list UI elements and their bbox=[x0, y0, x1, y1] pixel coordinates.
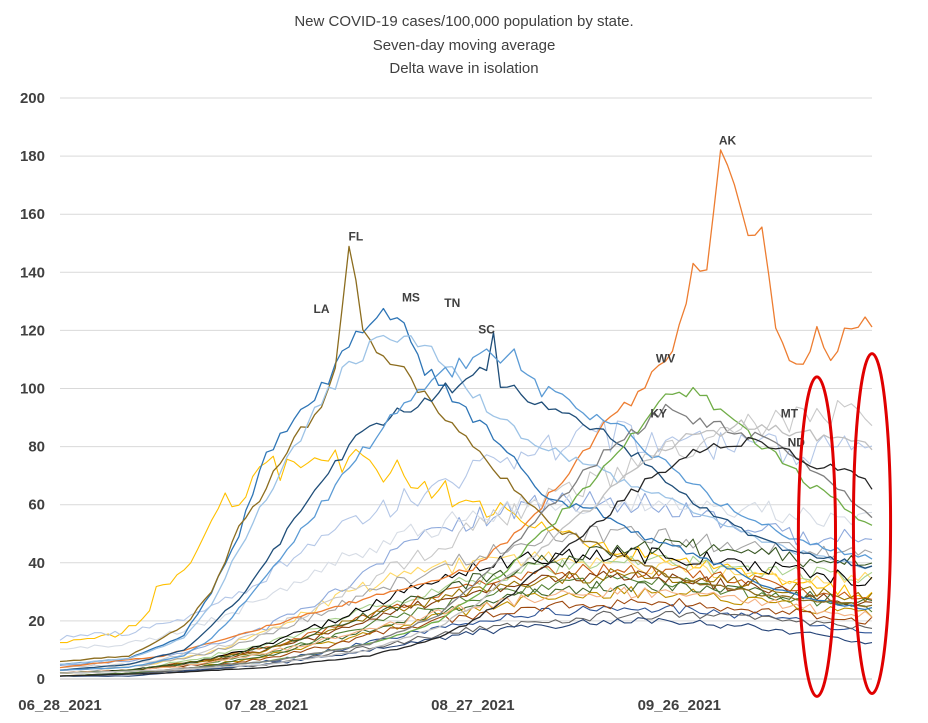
highlight-oval-1 bbox=[796, 375, 838, 698]
series-line-28 bbox=[59, 399, 873, 669]
series-line-ak bbox=[59, 149, 873, 669]
series-line-24 bbox=[59, 525, 873, 672]
series-line-mt bbox=[59, 419, 873, 674]
series-lines bbox=[59, 149, 873, 677]
x-tick-label: 07_28_2021 bbox=[225, 697, 308, 714]
series-line-ky bbox=[59, 403, 873, 674]
state-label-tn: TN bbox=[444, 296, 460, 310]
x-tick-label: 09_26_2021 bbox=[638, 697, 721, 714]
state-label-mt: MT bbox=[781, 407, 799, 421]
series-line-nd bbox=[59, 436, 873, 677]
y-tick-label: 200 bbox=[20, 90, 45, 107]
y-axis-tick-labels: 0 20 40 60 80 100 120 140 160 180 200 bbox=[20, 90, 45, 688]
series-line-12 bbox=[59, 555, 873, 674]
highlight-oval-2 bbox=[851, 352, 893, 696]
state-label-ak: AK bbox=[719, 133, 737, 147]
state-label-ms: MS bbox=[402, 290, 420, 304]
series-line-ms bbox=[59, 334, 873, 665]
series-line-29 bbox=[59, 538, 873, 674]
state-label-ky: KY bbox=[650, 407, 667, 421]
y-tick-label: 0 bbox=[37, 671, 45, 688]
x-tick-label: 08_27_2021 bbox=[431, 697, 514, 714]
y-tick-label: 40 bbox=[28, 555, 45, 572]
series-line-22 bbox=[59, 617, 873, 677]
y-tick-label: 60 bbox=[28, 497, 45, 514]
y-tick-label: 120 bbox=[20, 322, 45, 339]
y-tick-label: 160 bbox=[20, 206, 45, 223]
series-line-26 bbox=[59, 491, 873, 667]
chart-title-line-3: Delta wave in isolation bbox=[389, 60, 538, 77]
y-tick-label: 180 bbox=[20, 148, 45, 165]
state-label-la: LA bbox=[313, 302, 329, 316]
y-tick-label: 100 bbox=[20, 381, 45, 398]
series-line-fl bbox=[59, 245, 873, 663]
y-tick-label: 80 bbox=[28, 439, 45, 456]
chart-title-line-2: Seven-day moving average bbox=[373, 37, 556, 54]
series-line-sc bbox=[59, 348, 873, 672]
chart-title: New COVID-19 cases/100,000 population by… bbox=[294, 13, 633, 77]
series-line-tn bbox=[59, 331, 873, 671]
y-tick-label: 140 bbox=[20, 264, 45, 281]
chart-title-line-1: New COVID-19 cases/100,000 population by… bbox=[294, 13, 633, 30]
highlight-ovals bbox=[796, 352, 893, 698]
state-label-wv: WV bbox=[656, 351, 675, 365]
state-label-sc: SC bbox=[478, 322, 495, 336]
state-label-fl: FL bbox=[349, 229, 364, 243]
x-tick-label: 06_28_2021 bbox=[18, 697, 101, 714]
series-line-la bbox=[59, 307, 873, 666]
y-tick-label: 20 bbox=[28, 613, 45, 630]
series-line-10 bbox=[60, 448, 873, 644]
x-axis-tick-labels: 06_28_2021 07_28_2021 08_27_2021 09_26_2021 bbox=[18, 697, 721, 714]
